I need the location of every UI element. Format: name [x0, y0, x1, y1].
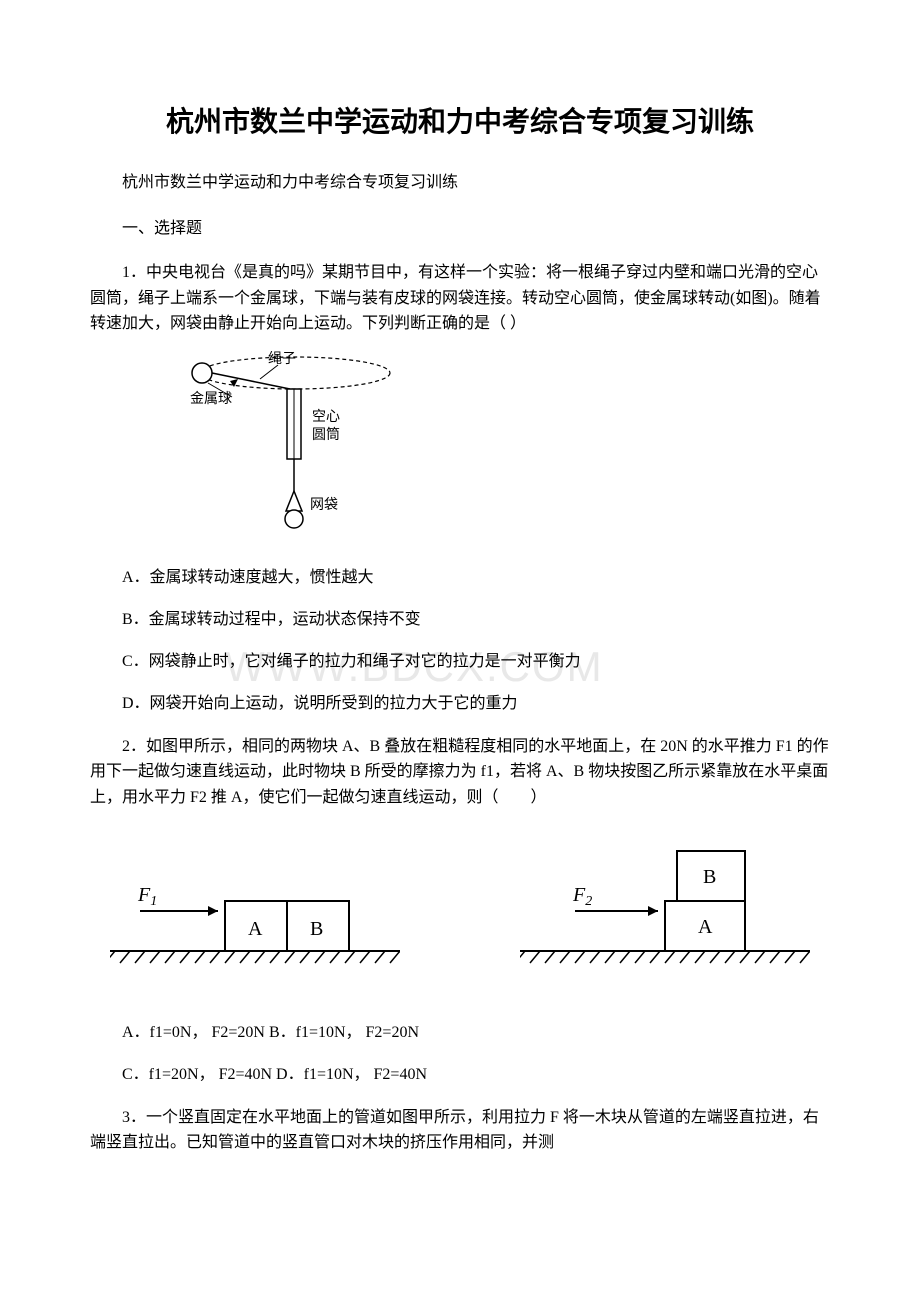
- page-title: 杭州市数兰中学运动和力中考综合专项复习训练: [90, 100, 830, 140]
- q1-option-d: D．网袋开始向上运动，说明所受到的拉力大于它的重力: [90, 692, 830, 716]
- q1-option-b: B．金属球转动过程中，运动状态保持不变: [90, 608, 830, 632]
- section-heading: 一、选择题: [90, 214, 830, 238]
- q2-option-ab: A．f1=0N， F2=20N B．f1=10N， F2=20N: [90, 1021, 830, 1045]
- svg-text:绳子: 绳子: [268, 351, 296, 367]
- svg-text:F2: F2: [572, 884, 592, 909]
- svg-text:网袋: 网袋: [310, 497, 338, 513]
- q1-body: 1．中央电视台《是真的吗》某期节目中，有这样一个实验：将一根绳子穿过内壁和端口光…: [90, 260, 830, 337]
- q2-body: 2．如图甲所示，相同的两物块 A、B 叠放在粗糙程度相同的水平地面上，在 20N…: [90, 734, 830, 811]
- svg-text:空心: 空心: [312, 409, 340, 425]
- svg-text:A: A: [248, 918, 263, 940]
- q2-option-cd: C．f1=20N， F2=40N D．f1=10N， F2=40N: [90, 1063, 830, 1087]
- svg-text:A: A: [698, 916, 713, 938]
- svg-text:圆筒: 圆筒: [312, 426, 340, 443]
- subtitle: 杭州市数兰中学运动和力中考综合专项复习训练: [90, 168, 830, 192]
- q1-option-a: A．金属球转动速度越大，惯性越大: [90, 566, 830, 590]
- q2-figure: A B F1: [110, 831, 810, 981]
- svg-text:F1: F1: [137, 884, 157, 909]
- q1-figure: 绳子 金属球 空心 圆筒 网袋: [190, 351, 830, 546]
- svg-text:B: B: [310, 918, 323, 940]
- svg-text:B: B: [703, 866, 716, 888]
- q3-body: 3．一个竖直固定在水平地面上的管道如图甲所示，利用拉力 F 将一木块从管道的左端…: [90, 1105, 830, 1156]
- q1-option-c: C．网袋静止时，它对绳子的拉力和绳子对它的拉力是一对平衡力: [90, 650, 830, 674]
